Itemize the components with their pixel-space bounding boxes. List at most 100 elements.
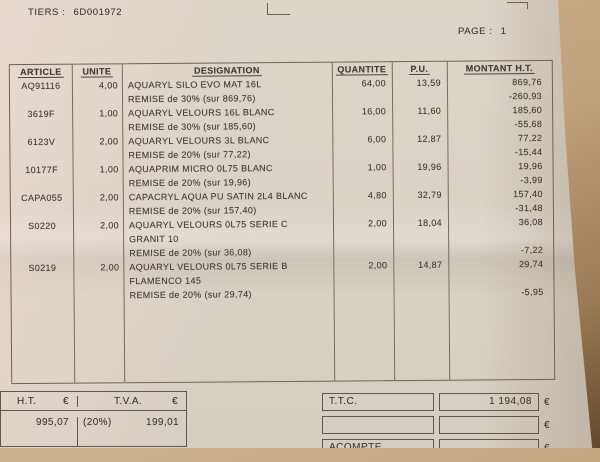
cell-montant: -5,95: [521, 286, 544, 298]
page-label: PAGE :: [458, 26, 493, 37]
cell-pu: [393, 272, 448, 286]
cell-article: [12, 289, 74, 303]
cell-unite: [73, 176, 123, 190]
cell-pu: 18,04: [417, 217, 443, 228]
totals-header-row: H.T. € T.V.A. €: [1, 392, 186, 411]
cell-unite: [73, 232, 123, 246]
cell-unite: [73, 246, 123, 260]
ht-header-cell: H.T. €: [1, 395, 78, 407]
acompte-label: ACOMPTE: [322, 439, 434, 448]
header-pu: P.U.: [392, 63, 447, 75]
page-number-line: PAGE : 1: [458, 26, 514, 37]
empty-total-row: €: [322, 416, 562, 434]
cell-montant: -3,99: [520, 174, 543, 186]
cell-article: [11, 275, 73, 289]
table-row: REMISE de 20% (sur 29,74) -5,95: [12, 285, 554, 303]
cell-unite: [73, 204, 123, 218]
cell-article: [11, 247, 73, 261]
cell-quantite: 2,00: [368, 260, 388, 271]
cell-pu: [392, 118, 447, 132]
tva-rate: (20%): [83, 417, 112, 428]
cell-designation: REMISE de 20% (sur 29,74): [129, 289, 252, 301]
cell-montant: 36,08: [518, 216, 544, 228]
line-items-table: ARTICLE UNITE DESIGNATION QUANTITE P.U. …: [8, 59, 556, 385]
cell-quantite: 64,00: [361, 78, 386, 89]
acompte-value-box: [439, 439, 539, 448]
cell-article: [10, 93, 72, 107]
cell-unite: [72, 148, 122, 162]
cell-pu: 11,60: [417, 105, 442, 116]
cell-article: CAPA055: [21, 192, 63, 204]
cell-montant: -31,48: [515, 202, 543, 214]
table-body: AQ91116 4,00 AQUARYL SILO EVO MAT 16L 64,00…: [10, 75, 554, 303]
totals-values-row: 995,07 (20%) 199,01: [1, 411, 186, 446]
cell-montant: 77,22: [518, 132, 543, 144]
cell-montant: -55,68: [514, 118, 543, 130]
cell-quantite: [333, 272, 393, 286]
cell-unite: 2,00: [100, 220, 120, 231]
cell-pu: [393, 230, 448, 244]
ttc-value: 1 194,08: [439, 393, 539, 411]
euro-icon: €: [544, 442, 551, 454]
invoice-paper: TIERS : 6D001972 PAGE : 1 ARTICLE UNITE DE…: [0, 0, 593, 448]
cell-unite: 2,00: [99, 192, 119, 203]
header-unite: UNITE: [72, 65, 122, 78]
header-designation: DESIGNATION: [122, 64, 332, 77]
tiers-line: TIERS : 6D001972: [28, 7, 130, 18]
cell-pu: [394, 286, 449, 300]
tva-header-cell: T.V.A. €: [78, 396, 186, 407]
cell-montant: -260,93: [508, 90, 543, 102]
cell-quantite: [333, 202, 393, 216]
cell-article: [10, 149, 72, 163]
euro-icon: €: [544, 419, 551, 431]
cell-quantite: [333, 244, 393, 258]
header-article: ARTICLE: [10, 66, 72, 78]
cell-article: S0220: [28, 220, 56, 231]
cell-pu: 13,59: [416, 77, 441, 88]
cell-montant: 29,74: [519, 258, 544, 270]
empty-value-box: [439, 416, 539, 434]
cell-unite: [74, 288, 124, 302]
cell-unite: 1,00: [99, 164, 119, 175]
cell-pu: [392, 90, 447, 104]
cell-montant: -7,22: [520, 244, 544, 256]
cell-pu: 12,87: [417, 133, 442, 144]
cell-quantite: 1,00: [367, 162, 387, 173]
euro-icon: €: [172, 395, 178, 407]
totals-ht-tva-box: H.T. € T.V.A. € 995,07 (20%) 199,01: [0, 391, 187, 447]
cell-article: AQ91116: [21, 80, 61, 92]
cell-montant: 185,60: [512, 104, 543, 116]
cell-montant: 157,40: [513, 188, 543, 200]
empty-label-box: [322, 416, 434, 434]
totals-ttc-box: T.T.C. 1 194,08 € € ACOMPTE €: [322, 393, 562, 454]
cell-quantite: [332, 90, 392, 104]
tiers-value: 6D001972: [73, 7, 123, 18]
cell-article: [11, 205, 73, 219]
cell-article: S0219: [28, 262, 57, 273]
cell-quantite: [334, 286, 394, 300]
cell-unite: [72, 92, 122, 106]
cell-pu: [393, 174, 448, 188]
tva-label: T.V.A.: [114, 395, 143, 407]
ht-label: H.T.: [17, 395, 37, 407]
cell-quantite: 4,80: [367, 190, 387, 201]
ht-value: 995,07: [1, 417, 78, 446]
cell-quantite: [333, 174, 393, 188]
tva-value-cell: (20%) 199,01: [78, 417, 186, 428]
cell-pu: 19,96: [417, 161, 442, 172]
cell-quantite: 6,00: [367, 134, 387, 145]
fold-corner-mark-icon: [267, 3, 290, 15]
cell-pu: [393, 244, 448, 258]
ttc-label: T.T.C.: [322, 393, 434, 411]
cell-unite: 2,00: [100, 262, 120, 273]
cell-quantite: [333, 230, 393, 244]
cell-pu: [393, 202, 448, 216]
cell-montant: 869,76: [512, 76, 542, 88]
page-value: 1: [500, 26, 507, 37]
cell-unite: [73, 274, 123, 288]
euro-icon: €: [63, 395, 69, 407]
ttc-row: T.T.C. 1 194,08 €: [322, 393, 562, 411]
cell-article: [10, 121, 72, 135]
cell-unite: 1,00: [99, 108, 119, 119]
cell-quantite: [332, 146, 392, 160]
